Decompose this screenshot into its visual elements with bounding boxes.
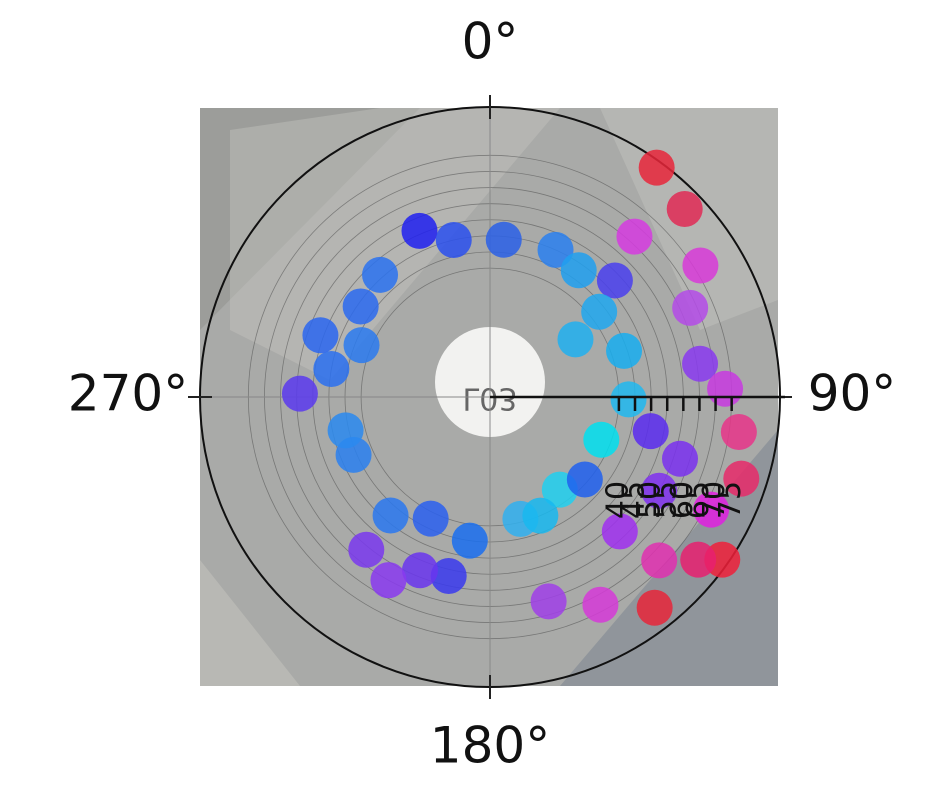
angular-tick-label: 90°	[808, 365, 897, 423]
point	[486, 222, 522, 258]
point	[370, 562, 406, 598]
point	[328, 412, 364, 448]
point	[582, 587, 618, 623]
point	[639, 150, 675, 186]
point	[313, 351, 349, 387]
point	[567, 461, 603, 497]
point	[581, 294, 617, 330]
point	[402, 552, 438, 588]
point	[583, 422, 619, 458]
point	[282, 376, 318, 412]
point	[413, 501, 449, 537]
point	[522, 498, 558, 534]
angular-tick-label: 180°	[430, 717, 550, 775]
point	[662, 441, 698, 477]
point	[362, 257, 398, 293]
point	[667, 191, 703, 227]
point	[597, 263, 633, 299]
point	[557, 321, 593, 357]
point	[641, 542, 677, 578]
point	[302, 317, 338, 353]
point	[707, 371, 743, 407]
radial-tick-label: 75	[713, 481, 748, 519]
point	[672, 290, 708, 326]
chart: L03 0°90°180°270° 4045505560657075	[0, 0, 928, 794]
point	[348, 532, 384, 568]
angular-tick-label: 270°	[68, 365, 188, 423]
point	[531, 583, 567, 619]
point	[436, 222, 472, 258]
point	[343, 288, 379, 324]
point	[616, 219, 652, 255]
point	[721, 414, 757, 450]
point	[561, 252, 597, 288]
point	[637, 590, 673, 626]
point	[611, 381, 647, 417]
point	[452, 523, 488, 559]
point	[606, 333, 642, 369]
point	[682, 248, 718, 284]
point	[401, 213, 437, 249]
point	[373, 497, 409, 533]
point	[344, 327, 380, 363]
angular-tick-label: 0°	[462, 13, 519, 71]
point	[680, 542, 716, 578]
point	[633, 413, 669, 449]
